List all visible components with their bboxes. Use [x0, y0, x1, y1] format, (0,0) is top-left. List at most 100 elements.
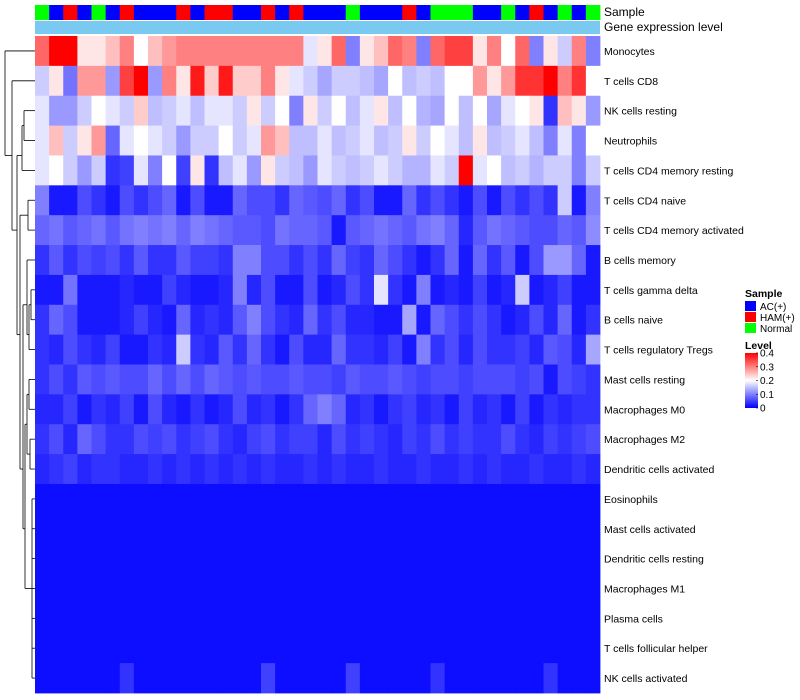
heatmap-cell [218, 65, 234, 97]
heatmap-cell [557, 454, 573, 485]
heatmap-cell [374, 334, 389, 365]
heatmap-cell [501, 65, 516, 97]
heatmap-cell [501, 364, 516, 395]
heatmap-cell [232, 454, 248, 485]
heatmap-cell [359, 424, 375, 455]
heatmap-cell [317, 483, 333, 515]
heatmap-cell [359, 394, 375, 425]
heatmap-cell [472, 274, 488, 306]
heatmap-cell [176, 543, 191, 574]
heatmap-cell [359, 95, 375, 126]
heatmap-cell [105, 663, 121, 694]
heatmap-cell [133, 125, 149, 156]
heatmap-cell [402, 125, 417, 156]
heatmap-cell [303, 364, 318, 395]
heatmap-cell [218, 633, 234, 664]
heatmap-cell [430, 394, 446, 425]
heatmap-cell [317, 603, 333, 634]
heatmap-cell [275, 125, 290, 156]
sample-annotation-cell [416, 5, 431, 20]
heatmap-cell [458, 304, 474, 336]
heatmap-cell [204, 215, 220, 246]
heatmap-cell [501, 424, 516, 455]
heatmap-cell [487, 543, 502, 574]
heatmap-cell [458, 663, 474, 694]
row-label: T cells CD4 memory resting [604, 165, 733, 177]
heatmap-cell [416, 663, 431, 694]
heatmap-cell [444, 513, 460, 545]
heatmap-cell [119, 663, 135, 694]
heatmap-cell [303, 36, 318, 67]
heatmap-cell [119, 364, 135, 395]
heatmap-cell [458, 185, 474, 216]
heatmap-cell [571, 36, 587, 67]
heatmap-cell [487, 274, 502, 306]
heatmap-cell [289, 95, 304, 126]
heatmap-cell [204, 424, 220, 455]
heatmap-cell [246, 304, 262, 336]
heatmap-cell [416, 543, 431, 574]
heatmap-cell [388, 663, 403, 694]
heatmap-cell [515, 125, 530, 156]
sample-annotation-cell [557, 5, 573, 20]
sample-annotation-cell [345, 5, 361, 20]
heatmap-cell [105, 454, 121, 485]
sample-annotation-cell [49, 5, 64, 20]
heatmap-cell [585, 95, 601, 126]
heatmap-cell [402, 663, 417, 694]
heatmap-cell [571, 424, 587, 455]
heatmap-cell [317, 543, 333, 574]
heatmap-cell [204, 334, 220, 365]
heatmap-cell [176, 155, 191, 186]
heatmap-cell [501, 95, 516, 126]
heatmap-cell [529, 274, 544, 306]
sample-annotation-cell [402, 5, 417, 20]
heatmap-cell [359, 543, 375, 574]
heatmap-cell [77, 185, 92, 216]
heatmap-cell [416, 364, 431, 395]
heatmap-cell [204, 394, 220, 425]
heatmap-cell [35, 304, 50, 336]
heatmap-cell [543, 483, 559, 515]
heatmap-cell [289, 543, 304, 574]
heatmap-cell [218, 155, 234, 186]
heatmap-cell [430, 95, 446, 126]
heatmap-cell [218, 543, 234, 574]
sample-annotation-cell [218, 5, 234, 20]
heatmap-cell [374, 364, 389, 395]
heatmap-cell [162, 125, 177, 156]
heatmap-cell [585, 245, 601, 276]
heatmap-cell [190, 274, 205, 306]
heatmap-cell [444, 95, 460, 126]
heatmap-cell [529, 95, 544, 126]
heatmap-cell [119, 185, 135, 216]
heatmap-cell [77, 155, 92, 186]
heatmap-cell [246, 573, 262, 604]
heatmap-cell [91, 36, 107, 67]
heatmap-cell [190, 185, 205, 216]
heatmap-cell [35, 36, 50, 67]
heatmap-cell [119, 513, 135, 545]
sample-annotation-cell [487, 5, 502, 20]
heatmap-cell [444, 65, 460, 97]
sample-annotation-cell [133, 5, 149, 20]
heatmap-cell [571, 304, 587, 336]
heatmap-cell [218, 573, 234, 604]
row-label: Mast cells activated [604, 524, 696, 536]
heatmap-cell [487, 185, 502, 216]
heatmap-cell [501, 513, 516, 545]
heatmap-cell [557, 364, 573, 395]
sample-annotation-cell [543, 5, 559, 20]
heatmap-cell [585, 36, 601, 67]
sample-annotation-cell [91, 5, 107, 20]
heatmap-cell [571, 573, 587, 604]
heatmap-cell [119, 65, 135, 97]
row-label: B cells naive [604, 315, 663, 327]
heatmap-cell [119, 454, 135, 485]
heatmap-cell [162, 185, 177, 216]
heatmap-cell [105, 394, 121, 425]
heatmap-cell [402, 274, 417, 306]
heatmap-cell [119, 573, 135, 604]
heatmap-cell [557, 215, 573, 246]
heatmap-cell [63, 364, 78, 395]
